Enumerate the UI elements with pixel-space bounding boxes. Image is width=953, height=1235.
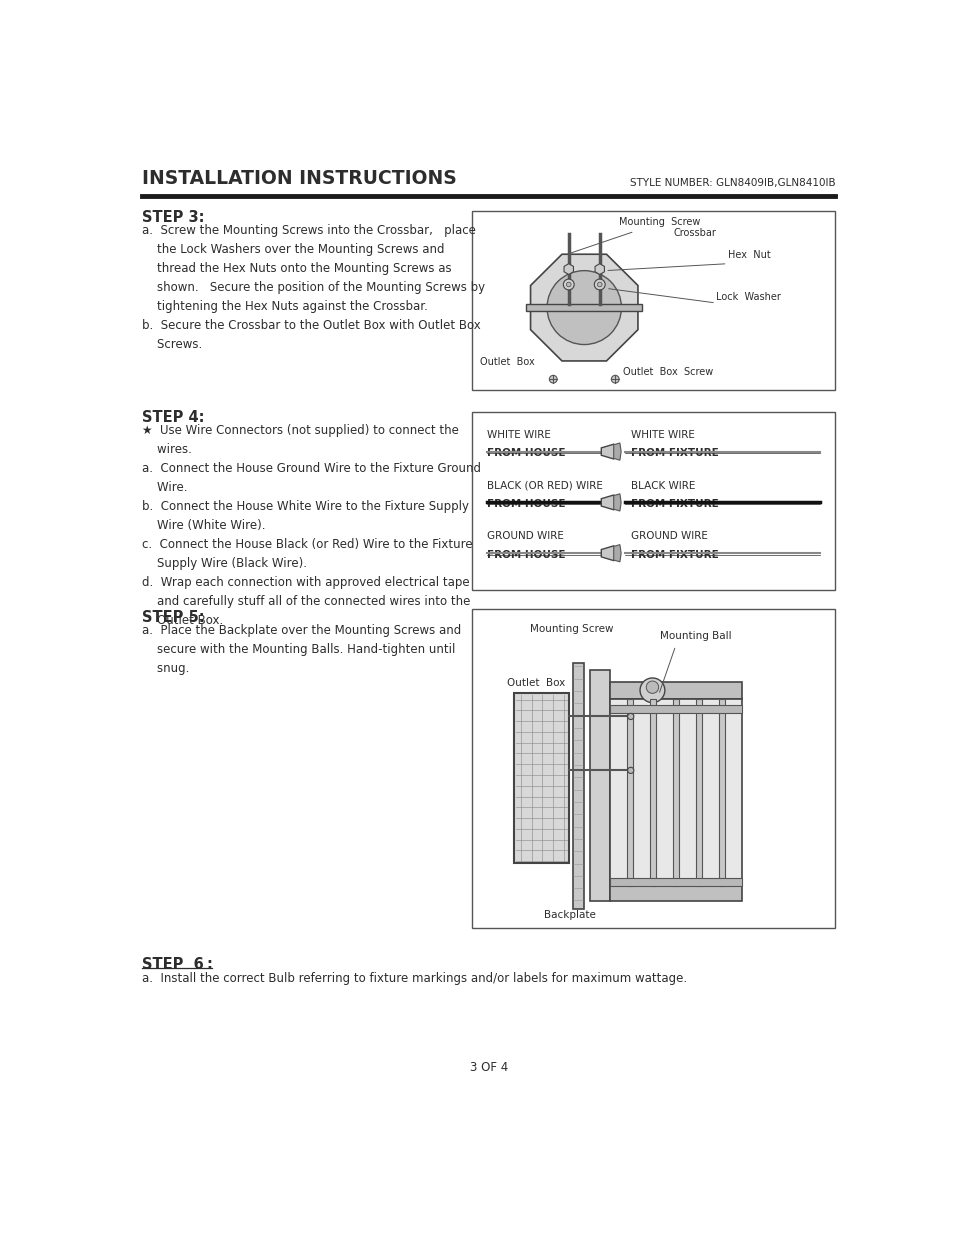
Text: Outlet  Box: Outlet Box <box>479 357 534 367</box>
Text: Lock  Washer: Lock Washer <box>716 291 781 301</box>
Text: GROUND WIRE: GROUND WIRE <box>487 531 563 541</box>
Polygon shape <box>600 445 617 459</box>
Bar <box>590 671 609 902</box>
Text: a.  Place the Backplate over the Mounting Screws and
    secure with the Mountin: a. Place the Backplate over the Mounting… <box>142 624 461 676</box>
Text: :: : <box>206 957 212 972</box>
Polygon shape <box>563 264 573 274</box>
Text: ★  Use Wire Connectors (not supplied) to connect the
    wires.
a.  Connect the : ★ Use Wire Connectors (not supplied) to … <box>142 424 481 627</box>
Bar <box>626 699 632 885</box>
Circle shape <box>562 279 574 290</box>
Bar <box>609 878 740 885</box>
Bar <box>718 699 724 885</box>
Text: 3 OF 4: 3 OF 4 <box>469 1061 508 1073</box>
Polygon shape <box>613 494 620 511</box>
Text: FROM HOUSE: FROM HOUSE <box>487 499 565 509</box>
Text: Mounting Ball: Mounting Ball <box>659 631 731 641</box>
Bar <box>472 609 835 929</box>
Text: FROM FIXTURE: FROM FIXTURE <box>630 448 718 458</box>
Text: GROUND WIRE: GROUND WIRE <box>630 531 707 541</box>
Polygon shape <box>600 495 617 510</box>
Text: Outlet  Box  Screw: Outlet Box Screw <box>622 367 713 377</box>
Bar <box>472 411 835 590</box>
Bar <box>609 682 740 699</box>
Bar <box>525 304 641 311</box>
Polygon shape <box>613 545 620 562</box>
Bar <box>672 699 679 885</box>
Bar <box>695 699 701 885</box>
Circle shape <box>627 767 633 773</box>
Circle shape <box>549 375 557 383</box>
Text: WHITE WIRE: WHITE WIRE <box>487 430 551 440</box>
Circle shape <box>611 375 618 383</box>
Text: Crossbar: Crossbar <box>673 228 716 238</box>
Text: Mounting Screw: Mounting Screw <box>530 624 613 634</box>
Polygon shape <box>530 254 638 361</box>
Circle shape <box>627 714 633 720</box>
Text: BLACK (OR RED) WIRE: BLACK (OR RED) WIRE <box>487 480 602 490</box>
Text: WHITE WIRE: WHITE WIRE <box>630 430 694 440</box>
Bar <box>649 699 655 885</box>
Text: Mounting  Screw: Mounting Screw <box>618 217 700 227</box>
Bar <box>472 211 835 390</box>
Text: Backplate: Backplate <box>543 910 596 920</box>
Text: a.  Screw the Mounting Screws into the Crossbar,   place
    the Lock Washers ov: a. Screw the Mounting Screws into the Cr… <box>142 224 485 351</box>
Circle shape <box>645 680 658 693</box>
Text: FROM FIXTURE: FROM FIXTURE <box>630 550 718 559</box>
Text: Hex  Nut: Hex Nut <box>727 249 770 259</box>
Text: Outlet  Box: Outlet Box <box>506 678 564 688</box>
Polygon shape <box>595 264 604 274</box>
Circle shape <box>566 282 571 287</box>
Circle shape <box>546 270 620 345</box>
Text: STEP  6: STEP 6 <box>142 957 204 972</box>
Circle shape <box>594 279 604 290</box>
Polygon shape <box>613 443 620 461</box>
Bar <box>514 693 568 863</box>
Text: STYLE NUMBER: GLN8409IB,GLN8410IB: STYLE NUMBER: GLN8409IB,GLN8410IB <box>629 178 835 188</box>
Bar <box>609 705 740 713</box>
Text: a.  Install the correct Bulb referring to fixture markings and/or labels for max: a. Install the correct Bulb referring to… <box>142 972 687 986</box>
Bar <box>609 699 740 885</box>
Text: STEP 4:: STEP 4: <box>142 410 205 425</box>
Polygon shape <box>600 546 617 561</box>
Text: FROM HOUSE: FROM HOUSE <box>487 550 565 559</box>
Text: INSTALLATION INSTRUCTIONS: INSTALLATION INSTRUCTIONS <box>142 169 456 188</box>
Circle shape <box>639 678 664 703</box>
Text: BLACK WIRE: BLACK WIRE <box>630 480 695 490</box>
Text: STEP 5:: STEP 5: <box>142 610 205 625</box>
Text: FROM HOUSE: FROM HOUSE <box>487 448 565 458</box>
Circle shape <box>597 282 601 287</box>
Bar <box>572 662 583 909</box>
Text: FROM FIXTURE: FROM FIXTURE <box>630 499 718 509</box>
Bar <box>609 885 740 902</box>
Text: STEP 3:: STEP 3: <box>142 210 205 225</box>
